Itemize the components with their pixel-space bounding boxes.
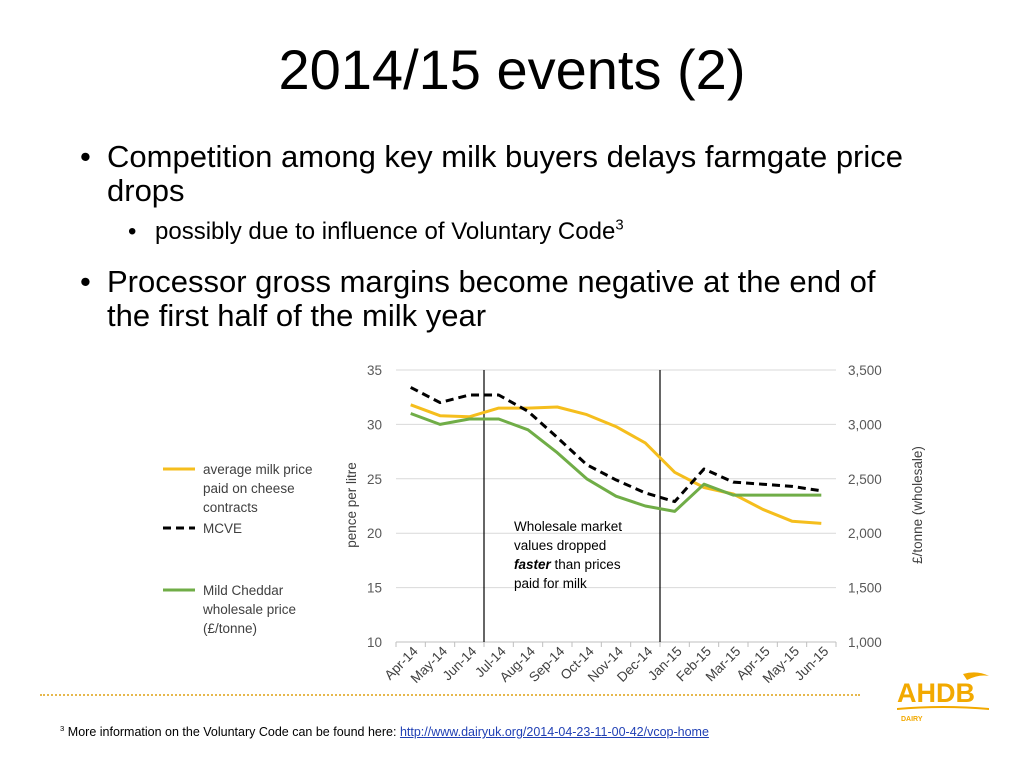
logo-text: AHDB bbox=[897, 678, 975, 708]
y-tick-label-right: 2,500 bbox=[848, 472, 882, 487]
footnote-link[interactable]: http://www.dairyuk.org/2014-04-23-11-00-… bbox=[399, 725, 709, 739]
y-tick-label-right: 3,000 bbox=[848, 417, 882, 432]
y-tick-label-left: 10 bbox=[367, 635, 382, 650]
legend-label: (£/tonne) bbox=[203, 621, 257, 636]
annotation-line-1: Wholesale market bbox=[514, 519, 622, 534]
y-tick-label-left: 35 bbox=[367, 363, 382, 378]
legend-label: Mild Cheddar bbox=[203, 583, 284, 598]
bullet-dot: • bbox=[80, 264, 91, 299]
footnote-sup: 3 bbox=[60, 723, 65, 733]
y-axis-right-ticks: 1,000 1,500 2,000 2,500 3,000 3,500 bbox=[848, 363, 882, 650]
legend-label: wholesale price bbox=[202, 602, 296, 617]
annotation-line-3-rest: than prices bbox=[551, 557, 621, 572]
y-axis-left-ticks: 10 15 20 25 30 35 bbox=[367, 363, 382, 650]
series-line-mild bbox=[410, 412, 822, 513]
y-tick-label-left: 20 bbox=[367, 526, 382, 541]
footer-divider bbox=[40, 694, 860, 696]
series-line-average bbox=[410, 403, 822, 525]
annotation-line-2: values dropped bbox=[514, 538, 606, 553]
legend-label: contracts bbox=[203, 500, 258, 515]
y-axis-right-label: £/tonne (wholesale) bbox=[910, 446, 925, 564]
annotation-line-3: faster than prices bbox=[514, 557, 621, 572]
sub-bullet-sup: 3 bbox=[615, 217, 624, 234]
sub-bullet-body: possibly due to influence of Voluntary C… bbox=[155, 218, 616, 245]
y-tick-label-left: 25 bbox=[367, 472, 382, 487]
legend-label: paid on cheese bbox=[203, 481, 295, 496]
slide-title: 2014/15 events (2) bbox=[278, 38, 746, 101]
chart-series bbox=[410, 386, 822, 525]
x-tick-label: Jun-15 bbox=[792, 644, 832, 684]
x-tick-label: Jun-14 bbox=[440, 643, 480, 683]
annotation-line-4: paid for milk bbox=[514, 576, 587, 591]
y-tick-label-left: 15 bbox=[367, 581, 382, 596]
y-tick-label-left: 30 bbox=[367, 417, 382, 432]
y-tick-label-right: 1,000 bbox=[848, 635, 882, 650]
bullet-2-text: Processor gross margins become negative … bbox=[107, 264, 876, 333]
footnote: 3 More information on the Voluntary Code… bbox=[60, 725, 709, 739]
y-tick-label-right: 3,500 bbox=[848, 363, 882, 378]
footnote-text: More information on the Voluntary Code c… bbox=[64, 725, 400, 739]
price-chart: 10 15 20 25 30 35 1,000 1,500 2,000 2,500 3,000 3,… bbox=[163, 363, 925, 686]
bullet-1-text: Competition among key milk buyers delays… bbox=[107, 139, 904, 208]
series-line-mcve bbox=[410, 386, 822, 504]
chart-annotation: Wholesale market values dropped faster t… bbox=[514, 519, 622, 591]
logo-subtext: DAIRY bbox=[901, 716, 923, 723]
legend-label: MCVE bbox=[203, 521, 242, 536]
chart-legend: average milk price paid on cheese contract… bbox=[163, 462, 313, 636]
y-tick-label-right: 1,500 bbox=[848, 581, 882, 596]
logo-underline-icon bbox=[897, 706, 989, 710]
y-tick-label-right: 2,000 bbox=[848, 526, 882, 541]
sub-bullet-dot: • bbox=[128, 218, 137, 245]
legend-label: average milk price bbox=[203, 462, 313, 477]
logo-swoosh-icon bbox=[963, 672, 989, 680]
y-axis-left-label: pence per litre bbox=[344, 462, 359, 548]
chart-event-lines bbox=[483, 370, 661, 642]
sub-bullet-text: possibly due to influence of Voluntary C… bbox=[155, 218, 624, 246]
ahdb-logo: AHDB DAIRY bbox=[897, 672, 989, 723]
bullet-dot: • bbox=[80, 139, 91, 174]
annotation-emphasis: faster bbox=[514, 557, 552, 572]
x-axis-ticks: Apr-14May-14Jun-14Jul-14Aug-14Sep-14Oct-… bbox=[382, 643, 832, 686]
chart-gridlines bbox=[395, 369, 837, 647]
